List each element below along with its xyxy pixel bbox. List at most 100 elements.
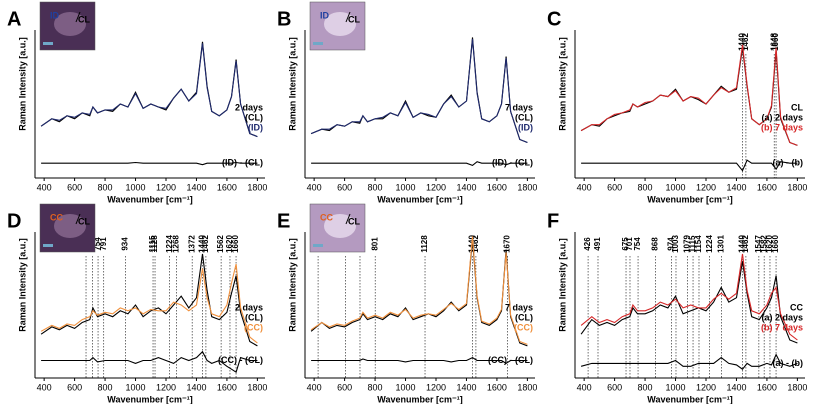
x-tick-label: 1800 bbox=[247, 182, 267, 192]
x-tick-label: 1000 bbox=[666, 382, 686, 392]
spectrum-line bbox=[41, 350, 258, 374]
x-axis-label: Wavenumber [cm⁻¹] bbox=[647, 194, 732, 204]
peak-label: 1620 bbox=[225, 235, 234, 253]
panel-letter: C bbox=[547, 8, 561, 30]
inset-arrow bbox=[75, 11, 81, 23]
x-tick-label: 1800 bbox=[787, 182, 807, 192]
series-label: (ID) - (CL) bbox=[492, 158, 533, 168]
x-tick-label: 1400 bbox=[456, 182, 476, 192]
x-tick-label: 1800 bbox=[517, 382, 537, 392]
y-axis-label: Raman Intensity [a.u.] bbox=[287, 37, 297, 131]
inset-label: CL bbox=[78, 14, 90, 24]
peak-label: 1660 bbox=[771, 235, 780, 253]
inset-label: CC bbox=[320, 212, 333, 222]
x-tick-label: 800 bbox=[638, 182, 653, 192]
peak-label: 1128 bbox=[150, 235, 159, 253]
x-tick-label: 800 bbox=[98, 182, 113, 192]
x-tick-label: 1000 bbox=[396, 182, 416, 192]
peak-label: 1440 bbox=[738, 235, 747, 253]
peak-label: 1154 bbox=[694, 235, 703, 253]
y-axis-label: Raman Intensity [a.u.] bbox=[557, 238, 567, 332]
peak-label: 675 bbox=[621, 237, 630, 251]
x-tick-label: 1600 bbox=[757, 382, 777, 392]
x-tick-label: 1400 bbox=[726, 382, 746, 392]
y-axis-label: Raman Intensity [a.u.] bbox=[17, 238, 27, 332]
series-label: (CL) bbox=[515, 312, 533, 322]
x-tick-label: 1800 bbox=[247, 382, 267, 392]
x-tick-label: 1000 bbox=[396, 382, 416, 392]
series-label: (a) 2 days bbox=[761, 312, 803, 322]
peak-label: 1670 bbox=[503, 235, 512, 253]
peak-label: 1440 bbox=[738, 33, 747, 51]
x-tick-label: 1600 bbox=[217, 182, 237, 192]
y-axis-label: Raman Intensity [a.u.] bbox=[287, 238, 297, 332]
peak-label: 1562 bbox=[216, 235, 225, 253]
peak-label: 974 bbox=[667, 237, 676, 251]
x-tick-label: 600 bbox=[67, 182, 82, 192]
series-label: (CC) bbox=[514, 322, 533, 332]
peak-label: 1003 bbox=[671, 235, 680, 253]
label-title: 2 days bbox=[235, 302, 263, 312]
x-tick-label: 1400 bbox=[186, 382, 206, 392]
series-label: (CL) bbox=[245, 312, 263, 322]
peak-label: 1620 bbox=[765, 235, 774, 253]
x-tick-label: 800 bbox=[98, 382, 113, 392]
spectrum-line bbox=[41, 161, 258, 166]
spectrum-line bbox=[40, 41, 258, 138]
peak-label: 934 bbox=[121, 237, 130, 251]
peak-label: 1268 bbox=[171, 235, 180, 253]
series-label: (CC) - (CL) bbox=[218, 355, 263, 365]
inset-arrow bbox=[345, 213, 351, 225]
x-tick-label: 800 bbox=[368, 382, 383, 392]
x-tick-label: 1200 bbox=[156, 382, 176, 392]
inset-label: ID bbox=[50, 10, 60, 20]
x-tick-label: 400 bbox=[577, 182, 592, 192]
x-tick-label: 1600 bbox=[487, 382, 507, 392]
x-tick-label: 600 bbox=[607, 382, 622, 392]
label-title: 2 days bbox=[235, 102, 263, 112]
peak-label: 1128 bbox=[420, 235, 429, 253]
series-label: (a) - (b) bbox=[773, 358, 804, 368]
inset-scalebar bbox=[43, 244, 53, 247]
x-tick-label: 600 bbox=[607, 182, 622, 192]
series-label: (b) 7 days bbox=[761, 122, 803, 132]
peak-label: 1372 bbox=[187, 235, 196, 253]
panel-letter: B bbox=[277, 8, 291, 30]
spectrum-line bbox=[580, 261, 798, 344]
peak-label: 1648 bbox=[769, 33, 778, 51]
x-tick-label: 400 bbox=[307, 182, 322, 192]
peak-label: 1660 bbox=[771, 33, 780, 51]
x-tick-label: 1800 bbox=[517, 182, 537, 192]
spectrum-line bbox=[581, 159, 798, 172]
x-axis-label: Wavenumber [cm⁻¹] bbox=[107, 394, 192, 404]
peak-label: 754 bbox=[633, 237, 642, 251]
series-label: (b) 7 days bbox=[761, 322, 803, 332]
series-label: (ID) - (CL) bbox=[222, 158, 263, 168]
panel-letter: A bbox=[7, 8, 21, 30]
peak-label: 1224 bbox=[165, 235, 174, 253]
peak-label: 1462 bbox=[741, 33, 750, 51]
peak-label: 1582 bbox=[759, 235, 768, 253]
spectrum-line bbox=[310, 38, 528, 144]
spectrum-line bbox=[40, 263, 258, 344]
spectrum-line bbox=[40, 43, 258, 138]
peak-label: 1079 bbox=[683, 235, 692, 253]
x-tick-label: 1200 bbox=[156, 182, 176, 192]
series-label: (CL) bbox=[515, 112, 533, 122]
x-tick-label: 800 bbox=[368, 182, 383, 192]
x-tick-label: 1600 bbox=[217, 382, 237, 392]
spectrum-line bbox=[580, 253, 798, 341]
x-tick-label: 1200 bbox=[426, 182, 446, 192]
series-label: (CL) bbox=[245, 112, 263, 122]
peak-label: 1115 bbox=[148, 235, 157, 252]
x-tick-label: 800 bbox=[638, 382, 653, 392]
x-tick-label: 1400 bbox=[456, 382, 476, 392]
spectrum-line bbox=[311, 356, 528, 365]
x-tick-label: 600 bbox=[67, 382, 82, 392]
inset-label: CL bbox=[348, 216, 360, 226]
peak-label: 491 bbox=[593, 237, 602, 251]
peak-label: 701 bbox=[625, 237, 634, 251]
x-tick-label: 1800 bbox=[787, 382, 807, 392]
spectrum-line bbox=[310, 236, 528, 345]
